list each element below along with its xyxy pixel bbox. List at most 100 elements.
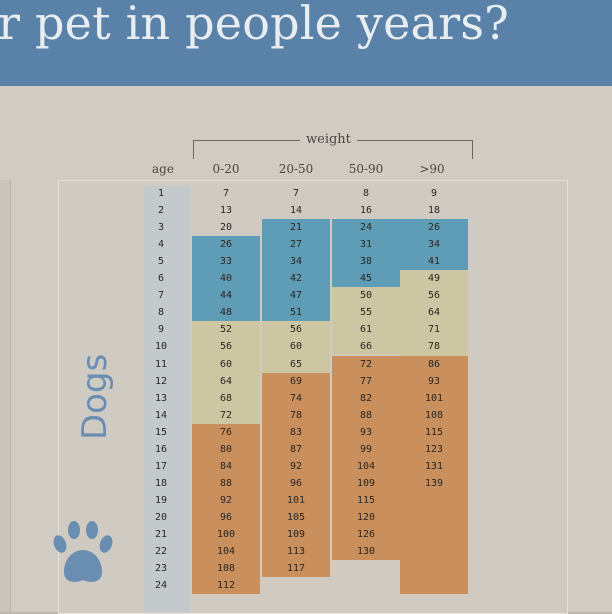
age-cell: 12 xyxy=(154,375,168,387)
table-cell: 117 xyxy=(286,563,306,575)
age-cell: 24 xyxy=(154,580,168,592)
table-cell: 96 xyxy=(289,477,303,489)
age-cell: 19 xyxy=(154,494,168,506)
age-cell: 21 xyxy=(154,529,168,540)
table-cell: 42 xyxy=(289,273,303,285)
age-cell: 10 xyxy=(154,341,168,353)
dogs-label: Dogs xyxy=(75,353,115,440)
table-cell: 88 xyxy=(359,409,373,421)
table-cell: 139 xyxy=(424,477,444,489)
table-cell: 21 xyxy=(289,222,303,234)
header-banner: r pet in people years? xyxy=(0,0,612,86)
table-cell: 34 xyxy=(289,256,303,268)
color-band-white xyxy=(400,185,468,220)
age-cell: 1 xyxy=(157,188,165,199)
age-cell: 11 xyxy=(154,358,168,370)
table-cell: 7 xyxy=(222,188,230,199)
age-cell: 13 xyxy=(154,392,168,404)
table-cell: 48 xyxy=(219,307,233,319)
age-cell: 3 xyxy=(157,222,165,234)
table-cell: 126 xyxy=(356,529,376,540)
table-cell: 34 xyxy=(427,239,441,251)
color-band-blue xyxy=(192,236,260,322)
table-cell: 55 xyxy=(359,307,373,319)
table-cell: 92 xyxy=(289,460,303,472)
table-cell: 60 xyxy=(289,341,303,353)
table-cell: 113 xyxy=(286,546,306,558)
color-band-white xyxy=(332,185,400,220)
color-band-cream xyxy=(262,321,330,373)
age-cell: 6 xyxy=(157,273,165,285)
age-column-band xyxy=(144,186,190,612)
age-header: age xyxy=(152,162,174,176)
table-cell: 101 xyxy=(424,392,444,404)
table-cell: 9 xyxy=(430,188,438,199)
table-cell: 123 xyxy=(424,443,444,455)
age-cell: 22 xyxy=(154,546,168,558)
table-cell: 31 xyxy=(359,239,373,251)
paw-print-shape xyxy=(53,521,113,582)
table-cell: 93 xyxy=(427,375,441,387)
table-cell: 104 xyxy=(356,460,376,472)
table-cell: 78 xyxy=(289,409,303,421)
table-cell: 96 xyxy=(219,511,233,523)
table-cell: 120 xyxy=(356,511,376,523)
table-cell: 115 xyxy=(356,494,376,506)
table-cell: 24 xyxy=(359,222,373,234)
table-cell: 56 xyxy=(219,341,233,353)
color-band-white xyxy=(262,185,330,220)
table-cell: 52 xyxy=(219,324,233,336)
table-cell: 60 xyxy=(219,358,233,370)
table-cell: 64 xyxy=(427,307,441,319)
table-cell: 130 xyxy=(356,546,376,558)
age-cell: 7 xyxy=(157,290,165,302)
table-cell: 8 xyxy=(362,188,370,199)
color-band-blue xyxy=(262,219,330,322)
table-cell: 78 xyxy=(427,341,441,353)
table-cell: 65 xyxy=(289,358,303,370)
age-cell: 15 xyxy=(154,426,168,438)
table-cell: 49 xyxy=(427,273,441,285)
table-cell: 13 xyxy=(219,205,233,217)
table-cell: 64 xyxy=(219,375,233,387)
table-cell: 66 xyxy=(359,341,373,353)
age-cell: 8 xyxy=(157,307,165,319)
table-cell: 33 xyxy=(219,256,233,268)
table-cell: 108 xyxy=(216,563,236,575)
table-cell: 68 xyxy=(219,392,233,404)
table-cell: 105 xyxy=(286,511,306,523)
age-cell: 5 xyxy=(157,256,165,268)
table-cell: 109 xyxy=(356,477,376,489)
age-cell: 23 xyxy=(154,563,168,575)
table-cell: 71 xyxy=(427,324,441,336)
age-cell: 4 xyxy=(157,239,165,251)
table-cell: 108 xyxy=(424,409,444,421)
weight-header: weight xyxy=(300,132,357,147)
age-cell: 14 xyxy=(154,409,168,421)
table-cell: 44 xyxy=(219,290,233,302)
table-cell: 86 xyxy=(427,358,441,370)
age-cell: 20 xyxy=(154,511,168,523)
table-cell: 61 xyxy=(359,324,373,336)
page-title: r pet in people years? xyxy=(0,0,510,50)
color-band-orange xyxy=(400,355,468,595)
table-cell: 14 xyxy=(289,205,303,217)
table-cell: 99 xyxy=(359,443,373,455)
table-cell: 16 xyxy=(359,205,373,217)
table-cell: 93 xyxy=(359,426,373,438)
table-cell: 26 xyxy=(427,222,441,234)
table-cell: 18 xyxy=(427,205,441,217)
table-cell: 45 xyxy=(359,273,373,285)
table-cell: 76 xyxy=(219,426,233,438)
color-band-blue xyxy=(400,219,468,271)
age-cell: 9 xyxy=(157,324,165,336)
table-cell: 115 xyxy=(424,426,444,438)
table-cell: 131 xyxy=(424,460,444,472)
table-cell: 51 xyxy=(289,307,303,319)
color-band-cream xyxy=(332,287,400,356)
table-cell: 50 xyxy=(359,290,373,302)
column-header-50-90: 50-90 xyxy=(348,162,384,176)
table-cell: 82 xyxy=(359,392,373,404)
table-cell: 112 xyxy=(216,580,236,592)
table-cell: 41 xyxy=(427,256,441,268)
